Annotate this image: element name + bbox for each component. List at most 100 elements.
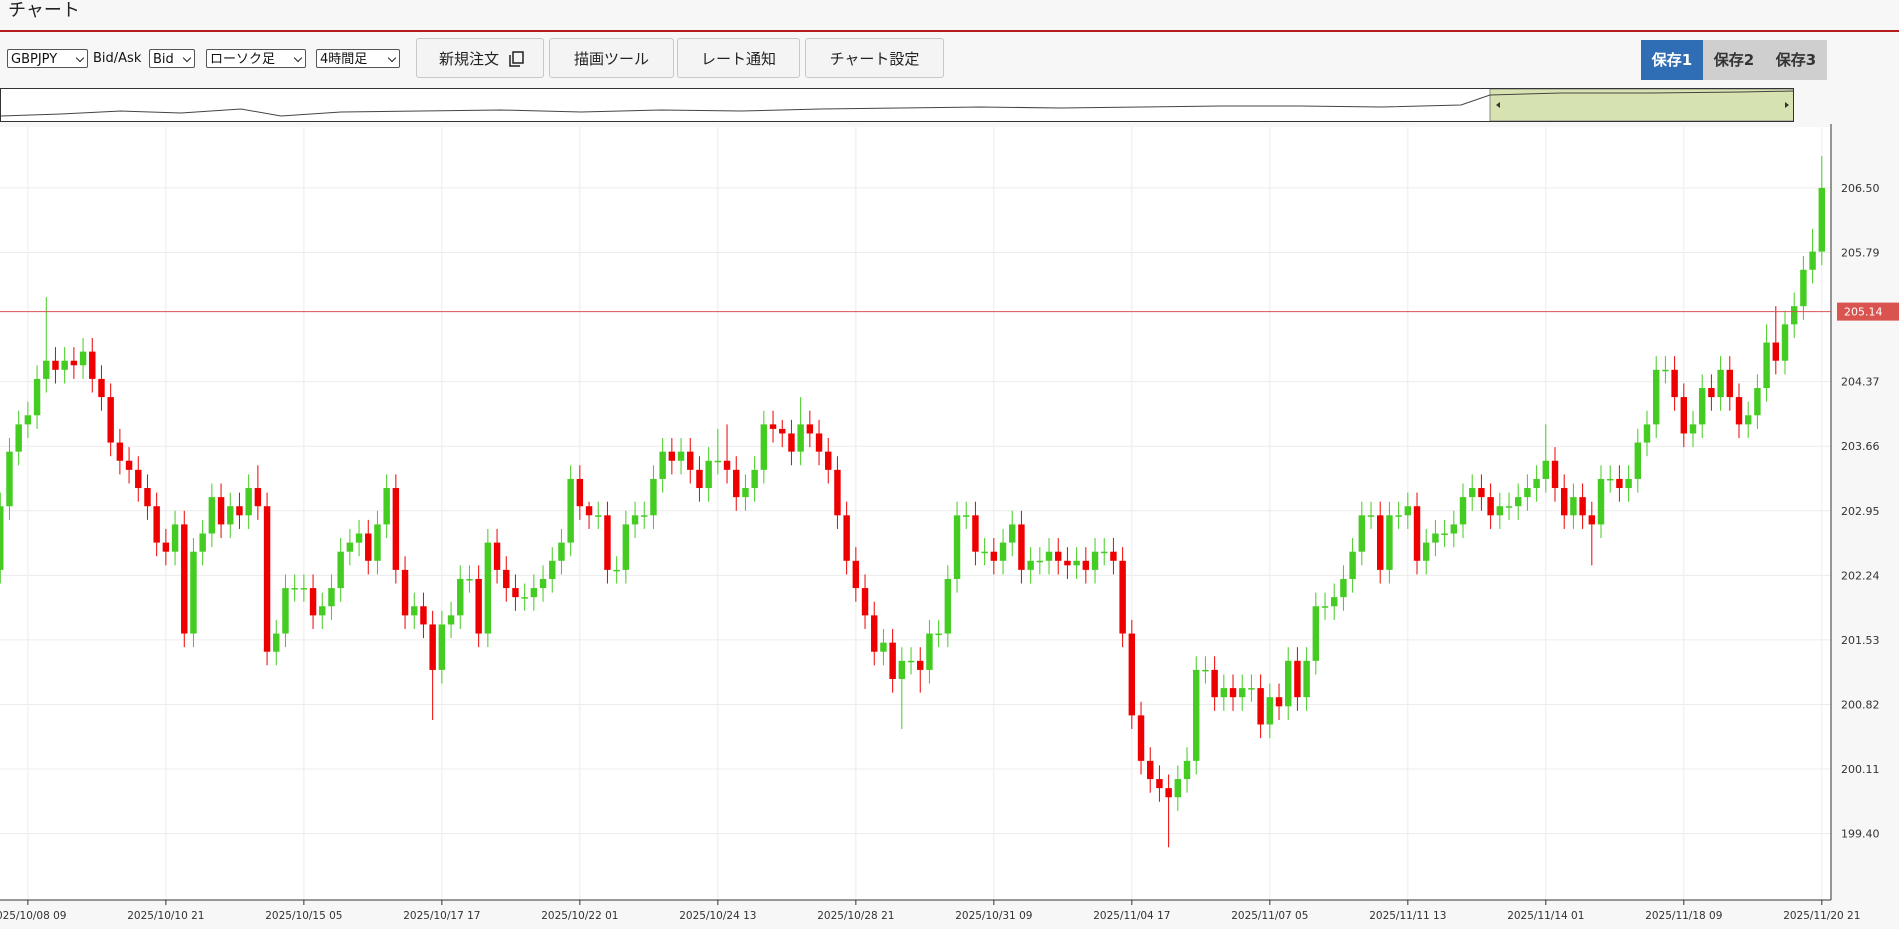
rate-alert-button[interactable]: レート通知 — [677, 38, 800, 78]
candle-body — [1772, 342, 1780, 361]
y-tick-label: 201.53 — [1841, 634, 1880, 647]
candle-body — [788, 433, 795, 452]
plot-area — [0, 127, 1831, 900]
candle-body — [861, 588, 869, 616]
button-label: 新規注文 — [438, 50, 499, 68]
candle-body — [208, 497, 216, 534]
y-tick-label: 200.82 — [1841, 698, 1880, 711]
y-tick-label: 200.11 — [1841, 763, 1880, 776]
candle-body — [98, 378, 105, 398]
candle-body — [1331, 597, 1338, 607]
candle-body — [227, 506, 234, 525]
candle-body — [0, 506, 4, 570]
candle-body — [273, 633, 280, 652]
candle-body — [337, 551, 344, 589]
candle-body — [1064, 560, 1071, 566]
y-tick-label: 204.37 — [1841, 376, 1880, 389]
candle-body — [429, 624, 436, 670]
candle-body — [907, 660, 915, 663]
candle-body — [1818, 187, 1826, 252]
drawing-tools-button[interactable]: 描画ツール — [549, 38, 674, 78]
candle-body — [1809, 251, 1816, 270]
bid-ask-select[interactable]: Bid — [149, 49, 195, 68]
candle-body — [659, 451, 666, 479]
candle-body — [1285, 660, 1292, 707]
candle-body — [1680, 397, 1688, 434]
candle-body — [585, 506, 593, 516]
candle-body — [1551, 460, 1559, 489]
candle-body — [43, 360, 50, 379]
candle-body — [1744, 415, 1752, 425]
candle-body — [374, 524, 381, 561]
candle-body — [1073, 560, 1080, 566]
candle-body — [1045, 551, 1053, 561]
candle-body — [917, 660, 924, 670]
candle-body — [1441, 533, 1448, 536]
timeframe-select[interactable]: 4時間足 — [316, 49, 400, 68]
candle-body — [355, 533, 363, 543]
candle-body — [1321, 606, 1329, 608]
new-order-button[interactable]: 新規注文 — [416, 38, 544, 78]
candle-body — [392, 488, 400, 570]
candle-body — [1459, 497, 1467, 525]
candle-body — [742, 488, 749, 498]
candle-body — [834, 469, 841, 516]
candle-body — [871, 615, 878, 652]
candle-body — [1413, 506, 1421, 561]
candle-body — [1404, 506, 1412, 516]
candle-body — [135, 469, 142, 489]
candle-body — [1312, 606, 1320, 661]
candle-body — [162, 542, 170, 552]
candle-body — [1662, 369, 1669, 372]
candle-body — [696, 469, 703, 489]
candle-body — [6, 451, 13, 507]
candle-body — [1487, 497, 1494, 516]
bid-ask-label: Bid/Ask — [93, 51, 142, 66]
candle-body — [1726, 369, 1734, 398]
candle-body — [1119, 560, 1126, 634]
candle-body — [1468, 488, 1476, 498]
chart-settings-button[interactable]: チャート設定 — [805, 38, 944, 78]
save-tab[interactable]: 保存2 — [1703, 40, 1765, 80]
candle-body — [15, 424, 22, 452]
candle-body — [1055, 551, 1062, 561]
candle-body — [1165, 788, 1172, 798]
candle-body — [438, 624, 446, 670]
candle-body — [1229, 688, 1237, 698]
save-tab[interactable]: 保存1 — [1641, 40, 1703, 80]
candle-body — [1588, 515, 1596, 525]
candle-body — [1082, 560, 1090, 570]
candle-body — [1560, 488, 1568, 516]
candle-body — [953, 515, 961, 579]
x-tick-label: 2025/10/28 21 — [817, 910, 894, 922]
candle-body — [1643, 424, 1651, 443]
x-tick-label: 2025/10/17 17 — [403, 910, 480, 922]
chart-kind-select[interactable]: ローソク足 — [206, 49, 306, 68]
candle-body — [650, 478, 657, 516]
candle-body — [1027, 560, 1034, 570]
candle-body — [723, 460, 731, 470]
symbol-select[interactable]: GBPJPY — [7, 49, 88, 68]
candle-body — [779, 428, 786, 434]
candle-body — [420, 606, 427, 625]
candle-body — [1110, 551, 1117, 561]
candle-body — [1450, 524, 1458, 534]
candle-body — [300, 588, 308, 590]
candle-body — [963, 515, 970, 517]
candle-body — [1432, 533, 1439, 543]
candle-body — [595, 515, 602, 517]
y-tick-label: 199.40 — [1841, 828, 1880, 841]
candle-body — [125, 460, 133, 470]
save-tab[interactable]: 保存3 — [1765, 40, 1827, 80]
candle-body — [1036, 560, 1044, 563]
x-tick-label: 2025/10/15 05 — [265, 910, 342, 922]
candle-body — [1220, 688, 1228, 698]
candle-body — [1616, 478, 1623, 489]
x-tick-label: 2025/10/08 09 — [0, 910, 66, 922]
candle-body — [1754, 388, 1761, 416]
current-price-box — [1837, 302, 1899, 321]
navigator — [0, 88, 1796, 122]
candle-body — [282, 588, 289, 634]
navigator-window[interactable] — [1489, 88, 1796, 122]
candle-body — [1137, 715, 1145, 761]
